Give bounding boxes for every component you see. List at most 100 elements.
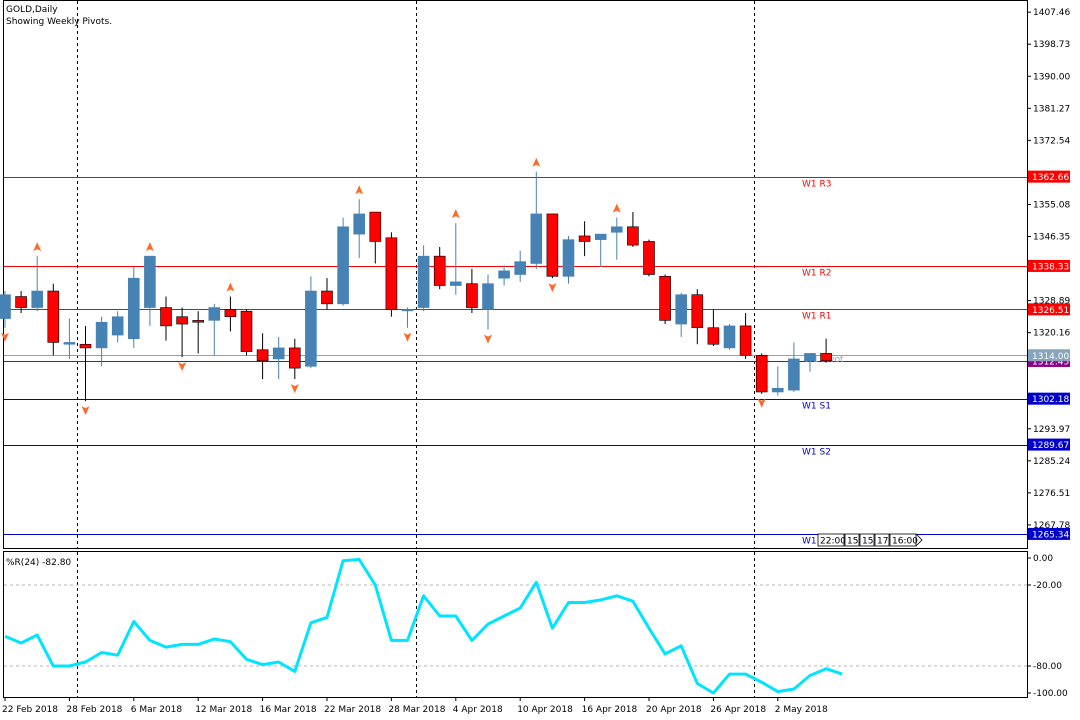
- candle-body: [530, 213, 543, 264]
- bar-timer: 22:00 15: 15: 17: 16:00: [817, 533, 923, 547]
- bar-timer-box: [859, 533, 875, 547]
- pivot-level-name: W1 R1: [802, 312, 831, 322]
- fractal-up-arrow: [33, 242, 42, 252]
- bar-timer-box: [844, 533, 860, 547]
- candle-body: [804, 353, 816, 362]
- candle-body: [15, 296, 27, 308]
- candle-body: [643, 241, 655, 275]
- williams-r-line: [4, 557, 843, 695]
- candle-body: [514, 261, 527, 275]
- time-tick-label: 22 Feb 2018: [2, 705, 58, 715]
- candle-body: [546, 213, 559, 277]
- bar-timer-label: 15:: [847, 537, 861, 547]
- candle-body: [820, 353, 832, 362]
- fractal-up-arrow: [145, 242, 154, 252]
- week-separators: [77, 1, 755, 697]
- level-price-box: [1028, 170, 1070, 183]
- bar-timer-label: 15:: [862, 537, 876, 547]
- time-tick-label: 26 Apr 2018: [710, 705, 766, 715]
- candle-body: [31, 290, 44, 308]
- candle-body: [562, 239, 575, 277]
- candle-body: [47, 290, 60, 343]
- candle-body: [369, 211, 382, 242]
- candle-body: [128, 277, 140, 340]
- fractal-up-arrow: [355, 185, 364, 195]
- indicator-tick-label: -20.00: [1033, 581, 1062, 591]
- candle-body: [385, 237, 398, 310]
- bar-timer-arrow: [915, 533, 923, 547]
- chart-symbol-title: GOLD,Daily: [6, 5, 58, 15]
- time-axis: 22 Feb 2018 28 Feb 2018 6 Mar 2018 12 Mar 2…: [2, 697, 828, 715]
- level-price-box: [1028, 392, 1070, 405]
- chart-subtitle: Showing Weekly Pivots.: [6, 17, 112, 27]
- candle-body: [788, 358, 800, 391]
- fractal-down-arrow: [81, 406, 90, 416]
- time-tick-label: 16 Apr 2018: [582, 705, 638, 715]
- candle-body: [449, 281, 462, 286]
- price-tick-label: 1398.73: [1033, 40, 1070, 50]
- candle-body: [482, 283, 494, 310]
- candle-body: [466, 283, 478, 308]
- current-price-label: 1314.00: [1032, 352, 1069, 362]
- candlestick-series: [0, 171, 832, 402]
- williams-r-panel: 0.00 -20.00 -80.00 -100.00: [4, 554, 1068, 699]
- level-price-label: 1289.67: [1032, 441, 1069, 451]
- candle-body: [305, 290, 317, 367]
- fractal-down-arrow: [1, 332, 9, 342]
- candle-body: [321, 290, 333, 305]
- level-price-box: [1028, 438, 1070, 451]
- candle-body: [272, 347, 285, 360]
- price-tick-label: 1355.08: [1033, 200, 1070, 210]
- level-price-label: 1362.66: [1032, 173, 1069, 183]
- time-tick-label: 20 Apr 2018: [646, 705, 702, 715]
- level-price-label: 1312.45: [1032, 357, 1069, 367]
- candle-body: [208, 307, 221, 321]
- level-price-box: [1028, 303, 1070, 316]
- candle-body: [337, 226, 349, 305]
- time-tick-label: 16 Mar 2018: [260, 705, 317, 715]
- candle-body: [224, 309, 237, 318]
- candle-body: [578, 235, 591, 242]
- candle-body: [659, 276, 671, 321]
- fractal-down-arrow: [548, 283, 557, 293]
- candle-body: [723, 325, 736, 349]
- indicator-tick-label: -100.00: [1033, 689, 1068, 699]
- fractal-up-arrow: [451, 209, 460, 219]
- candle-body: [401, 309, 414, 312]
- price-tick-label: 1320.16: [1033, 329, 1070, 339]
- indicator-title: %R(24) -82.80: [6, 558, 71, 568]
- time-tick-label: 22 Mar 2018: [324, 705, 381, 715]
- pivot-level-name: W1 S1: [802, 402, 831, 412]
- bar-timer-box: [874, 533, 890, 547]
- price-tick-label: 1390.00: [1033, 72, 1070, 82]
- candle-body: [417, 255, 430, 308]
- price-tick-label: 1328.89: [1033, 297, 1070, 307]
- price-tick-label: 1381.27: [1033, 104, 1070, 114]
- price-tick-label: 1372.54: [1033, 136, 1070, 146]
- fractal-down-arrow: [290, 384, 299, 394]
- candle-body: [288, 347, 301, 369]
- candle-body: [160, 307, 172, 327]
- candle-body: [675, 294, 688, 325]
- time-tick-label: 4 Apr 2018: [453, 705, 503, 715]
- fractal-down-arrow: [484, 334, 492, 344]
- price-tick-label: 1346.35: [1033, 233, 1070, 243]
- level-price-box: [1028, 527, 1070, 540]
- candle-body: [707, 327, 720, 345]
- level-price-label: 1338.33: [1032, 262, 1069, 272]
- fractal-down-arrow: [178, 362, 187, 372]
- candle-body: [771, 388, 784, 393]
- bar-timer-label: 17:: [877, 537, 891, 547]
- candle-body: [256, 349, 269, 362]
- candle-body: [95, 321, 108, 349]
- level-price-label: 1265.34: [1032, 530, 1069, 540]
- indicator-tick-label: -80.00: [1033, 662, 1062, 672]
- fractal-down-arrow: [403, 332, 412, 342]
- level-price-label: 1302.18: [1032, 395, 1069, 405]
- price-tick-label: 1285.24: [1033, 457, 1070, 467]
- price-axis: 1407.46 1398.73 1390.00 1381.27 1372.54 1355.…: [1027, 8, 1070, 540]
- candle-body: [739, 325, 752, 356]
- candle-body: [0, 294, 11, 319]
